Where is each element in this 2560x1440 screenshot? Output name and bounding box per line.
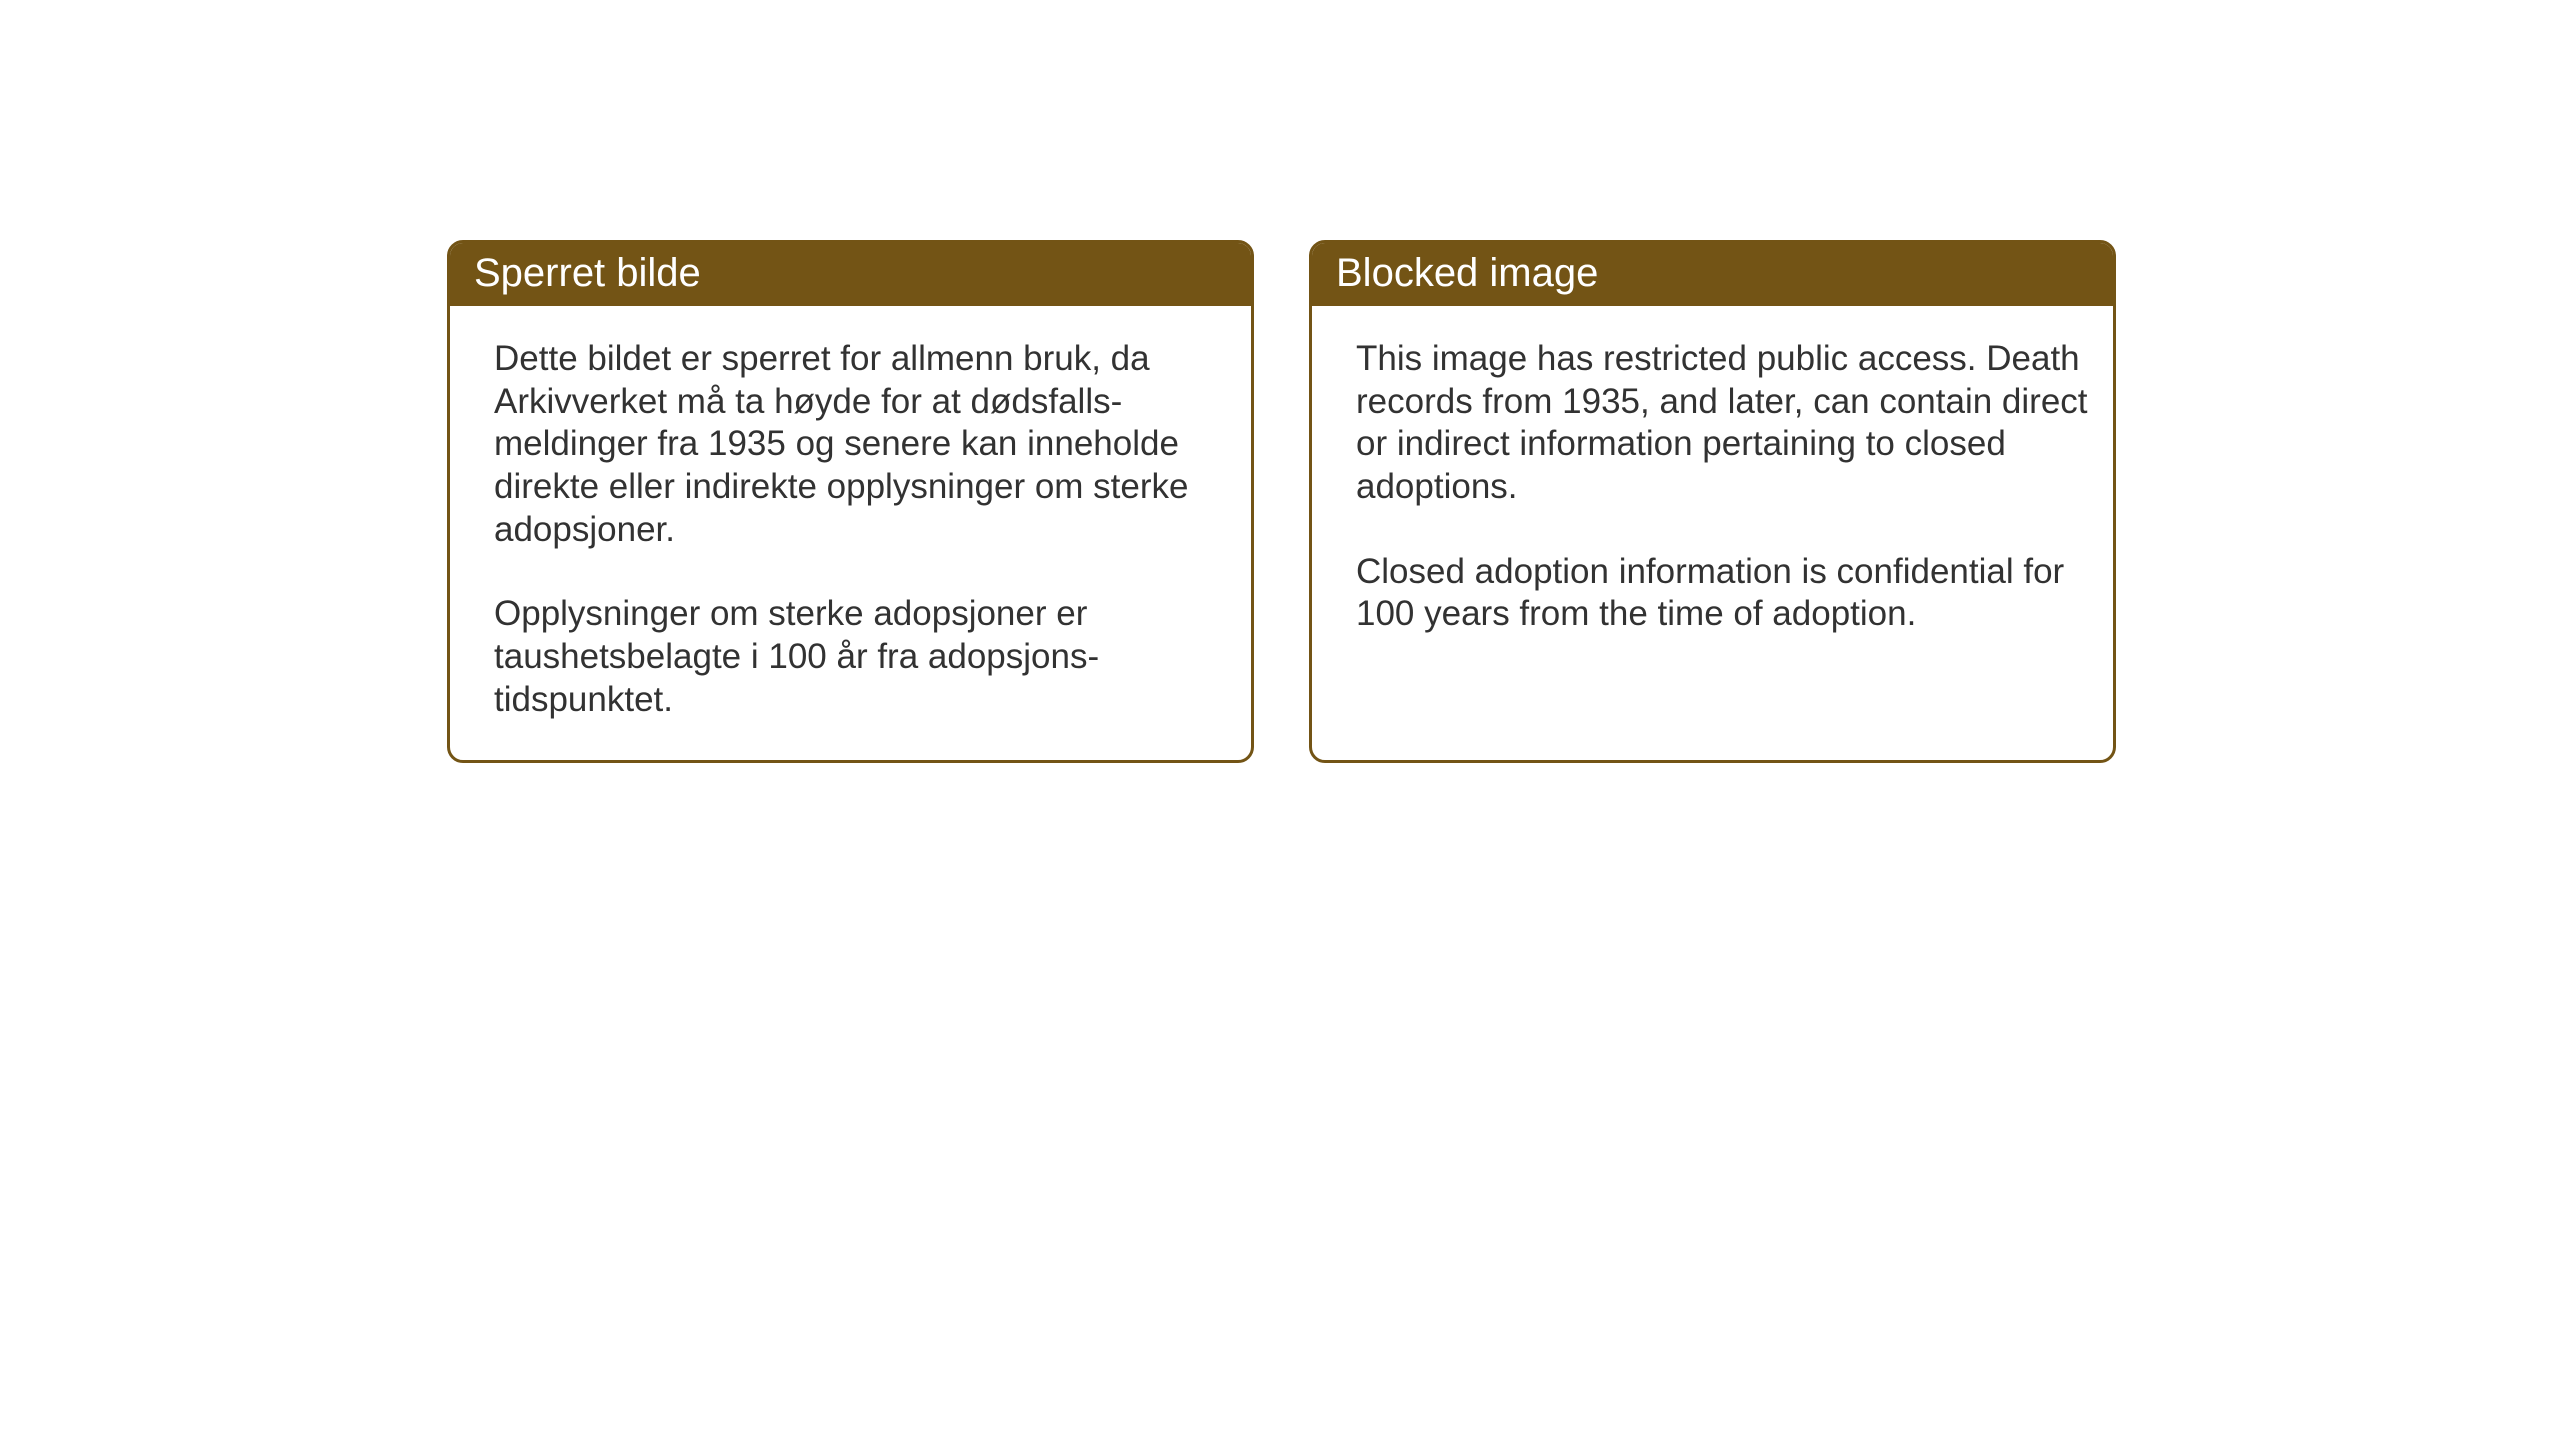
notice-cards-container: Sperret bilde Dette bildet er sperret fo… bbox=[447, 240, 2560, 763]
card-paragraph: This image has restricted public access.… bbox=[1356, 338, 2093, 509]
card-header-english: Blocked image bbox=[1312, 243, 2113, 306]
card-paragraph: Dette bildet er sperret for allmenn bruk… bbox=[494, 338, 1231, 551]
card-paragraph: Closed adoption information is confident… bbox=[1356, 551, 2093, 636]
card-body-norwegian: Dette bildet er sperret for allmenn bruk… bbox=[450, 306, 1251, 760]
notice-card-norwegian: Sperret bilde Dette bildet er sperret fo… bbox=[447, 240, 1254, 763]
card-title: Sperret bilde bbox=[474, 251, 701, 295]
card-header-norwegian: Sperret bilde bbox=[450, 243, 1251, 306]
card-title: Blocked image bbox=[1336, 251, 1598, 295]
notice-card-english: Blocked image This image has restricted … bbox=[1309, 240, 2116, 763]
card-paragraph: Opplysninger om sterke adopsjoner er tau… bbox=[494, 593, 1231, 721]
card-body-english: This image has restricted public access.… bbox=[1312, 306, 2113, 674]
